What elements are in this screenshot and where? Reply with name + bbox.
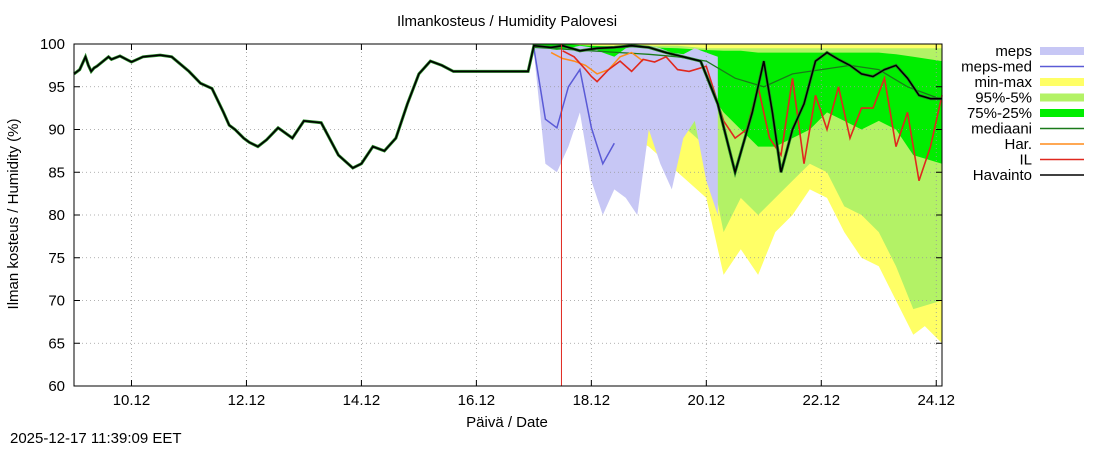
timestamp: 2025-12-17 11:39:09 EET <box>10 430 182 447</box>
grid-lines <box>74 44 942 386</box>
y-tick-label: 100 <box>40 36 65 53</box>
y-tick-label: 75 <box>48 250 65 267</box>
legend-swatch <box>1040 78 1084 86</box>
x-tick-label: 10.12 <box>113 392 151 409</box>
legend-label: Havainto <box>973 167 1032 184</box>
legend-item: meps-med <box>961 59 1084 76</box>
legend-label: 75%-25% <box>967 105 1032 122</box>
y-tick-label: 85 <box>48 164 65 181</box>
y-tick-label: 70 <box>48 293 65 310</box>
x-tick-label: 20.12 <box>688 392 726 409</box>
data-lines <box>73 44 943 386</box>
x-tick-label: 22.12 <box>803 392 841 409</box>
legend-label: IL <box>1019 152 1032 169</box>
legend-item: 75%-25% <box>967 105 1084 122</box>
x-tick-label: 12.12 <box>228 392 266 409</box>
y-tick-label: 65 <box>48 335 65 352</box>
legend-label: meps-med <box>961 59 1032 76</box>
y-tick-label: 80 <box>48 207 65 224</box>
x-tick-label: 14.12 <box>343 392 381 409</box>
y-tick-label: 60 <box>48 378 65 395</box>
legend: mepsmeps-medmin-max95%-5%75%-25%mediaani… <box>961 43 1084 184</box>
forecast-bands <box>533 44 942 344</box>
y-axis-label: Ilman kosteus / Humidity (%) <box>5 119 22 310</box>
humidity-chart: Ilmankosteus / Humidity Palovesi Ilman k… <box>5 13 1084 431</box>
legend-label: mediaani <box>971 121 1032 138</box>
x-axis-label: Päivä / Date <box>466 414 548 430</box>
legend-swatch <box>1040 93 1084 102</box>
legend-item: Havainto <box>973 167 1084 184</box>
har-line <box>550 51 644 75</box>
legend-item: meps <box>995 43 1084 60</box>
x-tick-label: 16.12 <box>458 392 496 409</box>
legend-item: min-max <box>974 74 1084 91</box>
havainto-line <box>73 44 942 176</box>
meps-med-line <box>533 48 615 166</box>
x-tick-label: 18.12 <box>573 392 611 409</box>
legend-label: min-max <box>974 74 1032 91</box>
legend-swatch <box>1040 47 1084 55</box>
mediaani-line <box>533 46 943 101</box>
legend-item: 95%-5% <box>975 90 1084 107</box>
meps-band <box>533 44 718 216</box>
axis-ticks: 60 65 70 75 80 85 90 95 100 10.12 12.12 14.12 16.12 1… <box>40 36 955 409</box>
y-tick-label: 90 <box>48 122 65 139</box>
legend-swatch <box>1040 109 1084 117</box>
legend-label: meps <box>995 43 1032 60</box>
y-tick-label: 95 <box>48 79 65 96</box>
legend-label: Har. <box>1004 136 1032 153</box>
legend-item: Har. <box>1004 136 1084 153</box>
p75-25-band <box>533 44 942 164</box>
legend-item: IL <box>1019 152 1084 169</box>
x-tick-label: 24.12 <box>917 392 955 409</box>
chart-title: Ilmankosteus / Humidity Palovesi <box>397 13 617 30</box>
legend-label: 95%-5% <box>975 90 1032 107</box>
legend-item: mediaani <box>971 121 1084 138</box>
